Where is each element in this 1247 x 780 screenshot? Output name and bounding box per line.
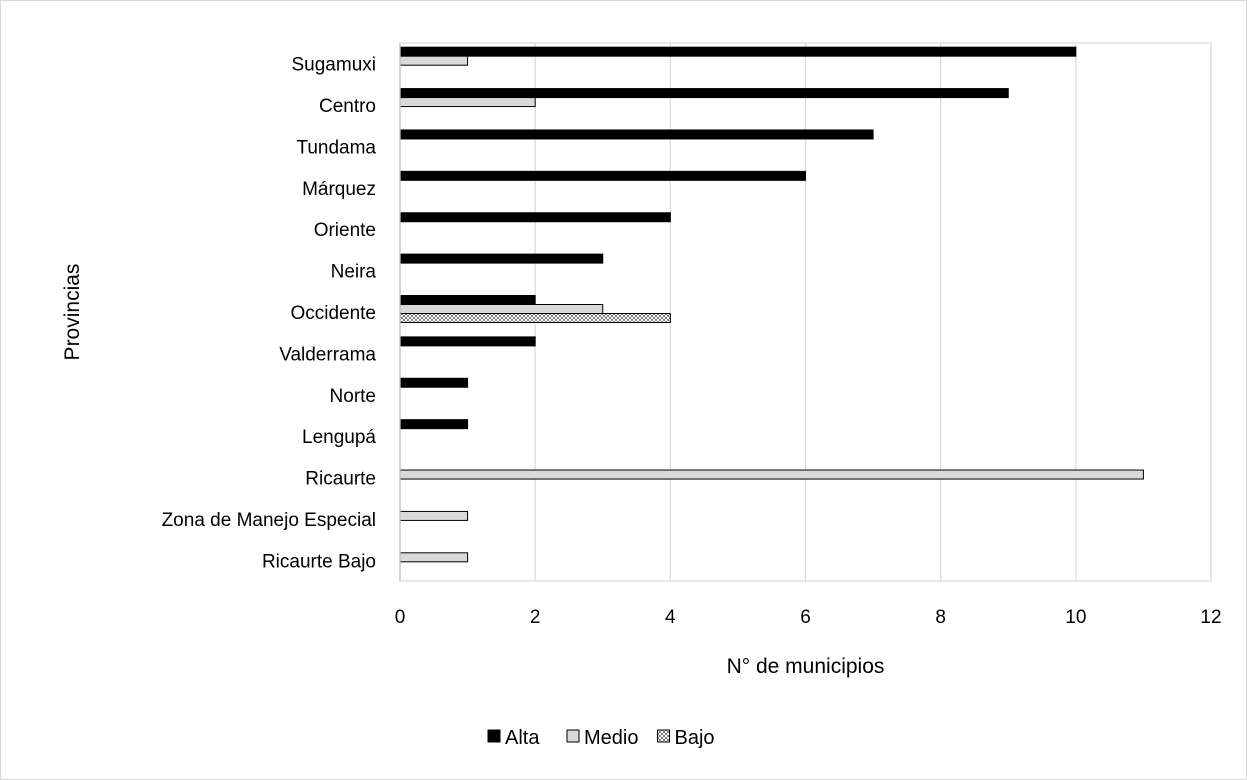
bar-alta-3 <box>399 170 806 181</box>
category-label: Occidente <box>290 303 376 324</box>
legend-swatch-alta <box>487 729 501 743</box>
bar-alta-0 <box>399 46 1077 57</box>
category-label: Ricaurte <box>305 469 376 490</box>
x-tick-label: 10 <box>1065 607 1086 628</box>
legend-label-medio: Medio <box>584 727 638 749</box>
category-label: Sugamuxi <box>292 55 377 76</box>
legend-label-bajo: Bajo <box>675 727 715 749</box>
x-tick-label: 2 <box>530 607 541 628</box>
bar-medio-12 <box>399 552 469 563</box>
x-tick-label: 8 <box>935 607 946 628</box>
bar-medio-6 <box>399 304 604 314</box>
category-label: Neira <box>331 262 377 283</box>
category-label: Tundama <box>296 137 376 158</box>
category-label: Zona de Manejo Especial <box>162 510 376 531</box>
bar-alta-1 <box>399 88 1009 99</box>
bar-bajo-6 <box>399 313 671 323</box>
bar-alta-4 <box>399 212 671 223</box>
bar-alta-7 <box>399 336 536 347</box>
bar-alta-6 <box>399 295 536 305</box>
bar-medio-1 <box>399 97 536 108</box>
gridlines <box>534 43 1212 581</box>
x-tick-labels: 0 2 4 6 8 10 12 <box>395 607 1222 628</box>
category-label: Márquez <box>302 179 376 200</box>
legend: Alta Medio Bajo <box>487 727 715 749</box>
x-tick-label: 4 <box>665 607 676 628</box>
category-label: Ricaurte Bajo <box>262 551 376 572</box>
x-tick-label: 12 <box>1200 607 1221 628</box>
legend-swatch-bajo <box>657 729 670 743</box>
plot-frame <box>399 42 1212 582</box>
x-axis-title: N° de municipios <box>727 655 885 678</box>
bar-alta-9 <box>399 419 469 430</box>
category-label: Centro <box>319 96 376 117</box>
y-axis-title: Provincias <box>61 264 84 361</box>
bar-alta-2 <box>399 129 874 140</box>
x-tick-label: 6 <box>800 607 811 628</box>
category-label: Lengupá <box>302 427 376 448</box>
category-labels: Sugamuxi Centro Tundama Márquez Oriente Neira… <box>162 55 377 573</box>
x-tick-label: 0 <box>395 607 406 628</box>
legend-label-alta: Alta <box>505 727 540 749</box>
bars <box>399 46 1144 563</box>
legend-swatch-medio <box>566 729 580 743</box>
category-label: Valderrama <box>279 344 376 365</box>
category-label: Norte <box>330 386 376 407</box>
bar-medio-10 <box>399 469 1144 480</box>
bar-alta-8 <box>399 377 469 388</box>
bar-medio-0 <box>399 55 469 66</box>
category-label: Oriente <box>314 220 376 241</box>
bar-alta-5 <box>399 253 604 264</box>
bar-medio-11 <box>399 510 469 521</box>
